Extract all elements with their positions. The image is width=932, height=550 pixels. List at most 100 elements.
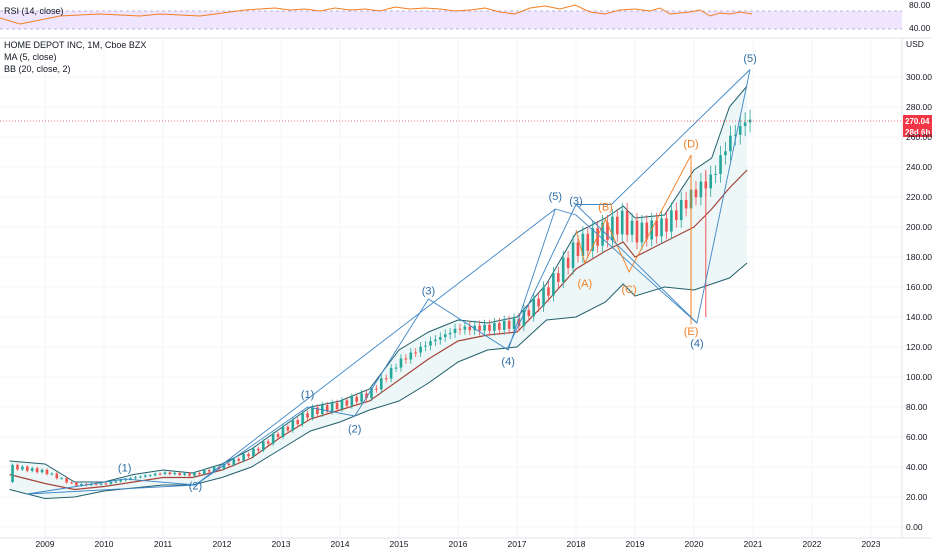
time-tick-label: 2014 — [331, 539, 350, 549]
candle-body — [296, 420, 300, 425]
candle-body — [640, 222, 644, 243]
candle-body — [714, 173, 717, 175]
rsi-line — [199, 4, 753, 17]
price-grid — [0, 38, 902, 538]
rsi-line-early — [0, 13, 201, 25]
candle-body — [399, 358, 403, 368]
wave-label: (B) — [598, 202, 613, 214]
candle-body — [404, 358, 408, 360]
time-tick-label: 2013 — [272, 539, 291, 549]
candle-body — [237, 458, 241, 461]
wave-label: (1) — [301, 389, 314, 401]
candle-body — [144, 475, 147, 477]
time-tick-label: 2021 — [744, 539, 763, 549]
price-tick-label: 20.00 — [906, 492, 928, 502]
candle-body — [360, 393, 363, 402]
time-tick-label: 2009 — [36, 539, 55, 549]
rsi-label: RSI (14, close) — [4, 6, 64, 16]
time-tick-label: 2010 — [95, 539, 114, 549]
wave-line-orange — [575, 154, 692, 325]
candle-body — [335, 402, 339, 410]
candle-body — [330, 402, 334, 412]
candle-body — [380, 378, 383, 390]
candle-body — [576, 242, 580, 256]
candle-body — [586, 233, 590, 251]
candle-body — [212, 467, 216, 472]
candle-body — [734, 134, 737, 136]
rsi-panel: RSI (14, close) 80.00 40.00 — [0, 0, 931, 33]
candle-body — [606, 222, 609, 241]
candle-body — [193, 473, 196, 476]
candle-body — [109, 482, 113, 484]
wave-label: (2) — [348, 424, 361, 436]
candle-body — [35, 468, 39, 473]
candle-body — [542, 287, 545, 307]
wave-label: (E) — [684, 326, 699, 338]
candle-body — [173, 472, 177, 475]
candle-body — [276, 434, 280, 437]
candle-body — [493, 323, 496, 331]
candle-body — [365, 393, 368, 399]
candle-body — [635, 220, 639, 243]
candle-body — [527, 310, 531, 317]
candle-body — [148, 475, 152, 477]
wave-label: (5) — [743, 53, 756, 65]
candle-body — [50, 473, 54, 475]
candle-body — [409, 352, 413, 360]
candle-body — [443, 334, 447, 338]
candle-body — [670, 210, 673, 232]
candle-body — [153, 473, 157, 476]
time-tick-label: 2022 — [803, 539, 822, 549]
candle-body — [345, 400, 349, 406]
rsi-level-40: 40.00 — [909, 23, 931, 33]
candle-body — [694, 189, 698, 198]
candle-body — [99, 483, 103, 485]
candle-body — [355, 396, 359, 402]
bollinger-bands — [9, 85, 748, 500]
candle-body — [419, 346, 422, 353]
candle-body — [429, 341, 432, 346]
wave-label: (C) — [621, 284, 636, 296]
candle-body — [168, 472, 172, 475]
candle-body — [502, 320, 506, 330]
candle-body — [498, 323, 501, 330]
candle-body — [547, 287, 550, 296]
price-tick-label: 220.00 — [906, 192, 932, 202]
candle-body — [198, 473, 201, 475]
candle-body — [94, 483, 98, 485]
candle-body — [507, 320, 511, 329]
wave-line-blue-secondary — [27, 208, 556, 495]
time-tick-label: 2016 — [449, 539, 468, 549]
candle-body — [699, 181, 703, 198]
candle-body — [340, 400, 344, 410]
candle-body — [104, 483, 108, 485]
candle-body — [517, 318, 521, 327]
candle-body — [738, 125, 742, 135]
candle-body — [114, 481, 118, 483]
candle-body — [424, 345, 427, 347]
candle-body — [660, 218, 663, 237]
candle-body — [119, 480, 123, 482]
candle-body — [709, 174, 713, 189]
candle-body — [217, 467, 221, 469]
candle-body — [675, 210, 678, 221]
wave-label: (3) — [422, 286, 435, 298]
candle-body — [522, 310, 526, 327]
time-axis[interactable]: 2009 2010 2011 2012 2013 2014 2015 2016 2017 2018… — [36, 539, 881, 549]
price-axis[interactable]: USD 270.04 28d 6h 300.00 280.00 260.00 240.… — [903, 39, 932, 532]
candle-body — [630, 220, 634, 235]
time-tick-label: 2012 — [213, 539, 232, 549]
candle-body — [473, 325, 477, 331]
current-price-badge — [903, 115, 932, 126]
price-tick-label: 180.00 — [906, 252, 932, 262]
candle-body — [227, 463, 231, 466]
candle-body — [448, 332, 452, 335]
candle-body — [11, 464, 14, 482]
candle-body — [163, 472, 167, 474]
price-tick-label: 100.00 — [906, 372, 932, 382]
candle-body — [232, 458, 236, 466]
candle-body — [591, 228, 595, 251]
candle-body — [620, 210, 624, 235]
candle-body — [389, 367, 393, 379]
